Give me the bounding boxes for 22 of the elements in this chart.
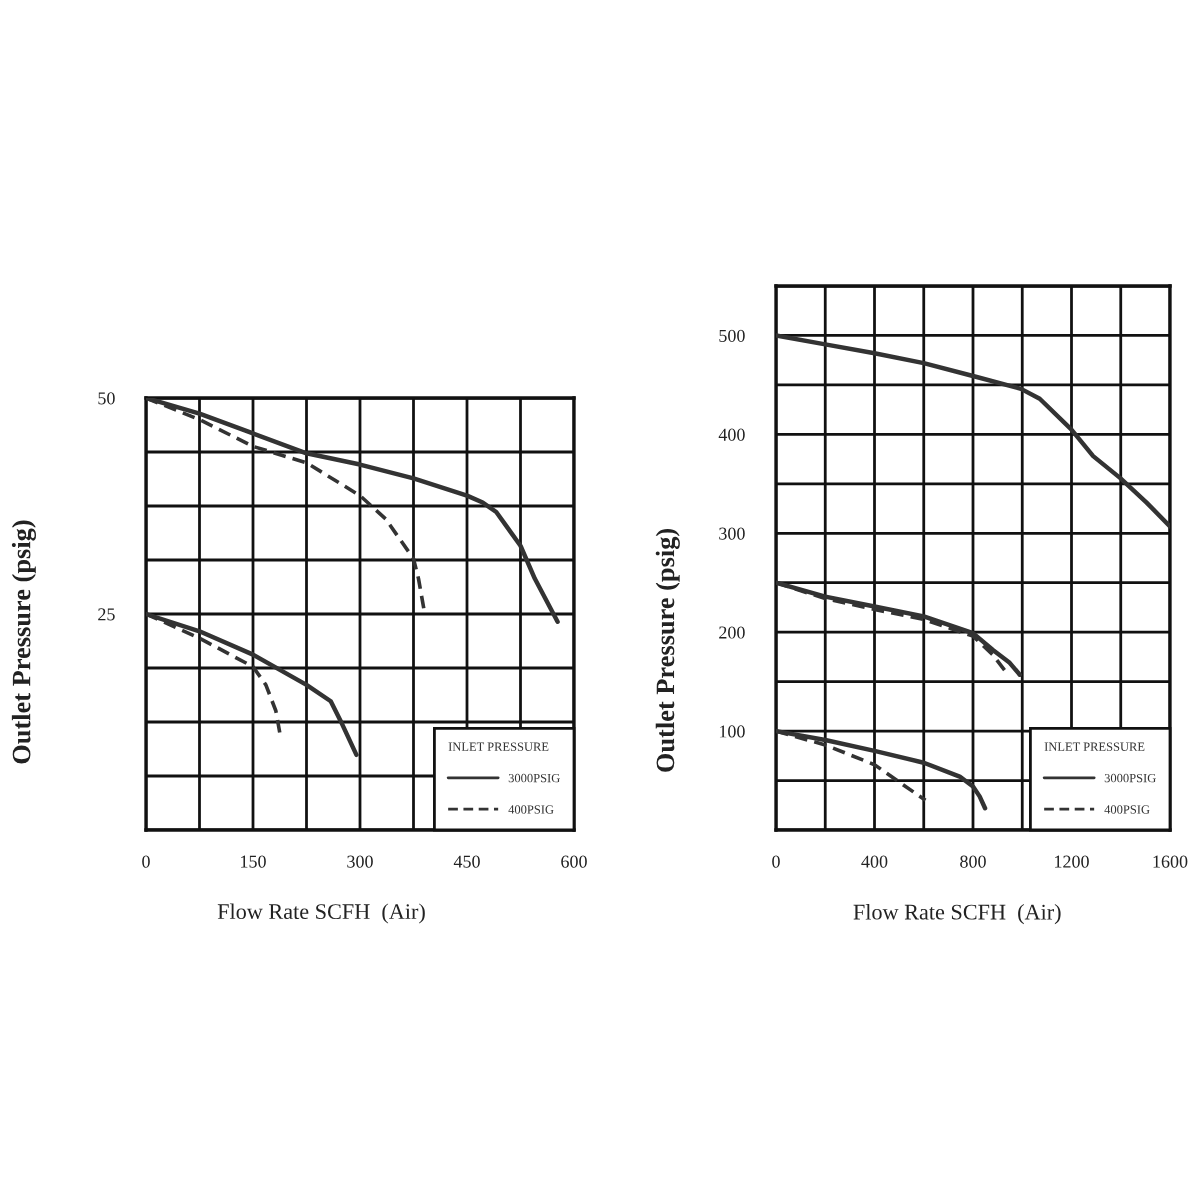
x-tick-label: 0 xyxy=(772,855,780,868)
x-tick-label: 600 xyxy=(561,855,587,868)
y-tick-label: 100 xyxy=(719,725,745,738)
x-tick-label: 800 xyxy=(960,855,986,868)
line-series xyxy=(776,333,1170,529)
y-tick-label: 50 xyxy=(98,392,115,405)
x-axis-title: Flow Rate SCFH (Air) xyxy=(217,903,425,924)
x-tick-label: 1200 xyxy=(1055,855,1089,868)
x-tick-label: 300 xyxy=(347,855,373,868)
y-axis-title: Outlet Pressure (psig) xyxy=(11,520,36,764)
x-tick-label: 400 xyxy=(861,855,888,868)
x-tick-label: 1600 xyxy=(1153,855,1188,868)
x-tick-label: 150 xyxy=(241,855,266,868)
y-tick-label: 200 xyxy=(719,626,745,639)
y-tick-label: 300 xyxy=(719,527,745,540)
y-tick-label: 500 xyxy=(719,329,745,342)
x-tick-label: 0 xyxy=(142,855,150,868)
x-axis-title: Flow Rate SCFH (Air) xyxy=(853,903,1061,925)
y-axis-title: Outlet Pressure (psig) xyxy=(655,528,680,772)
y-tick-label: 400 xyxy=(718,428,745,441)
x-tick-label: 450 xyxy=(453,855,480,868)
y-tick-label: 25 xyxy=(98,608,115,621)
